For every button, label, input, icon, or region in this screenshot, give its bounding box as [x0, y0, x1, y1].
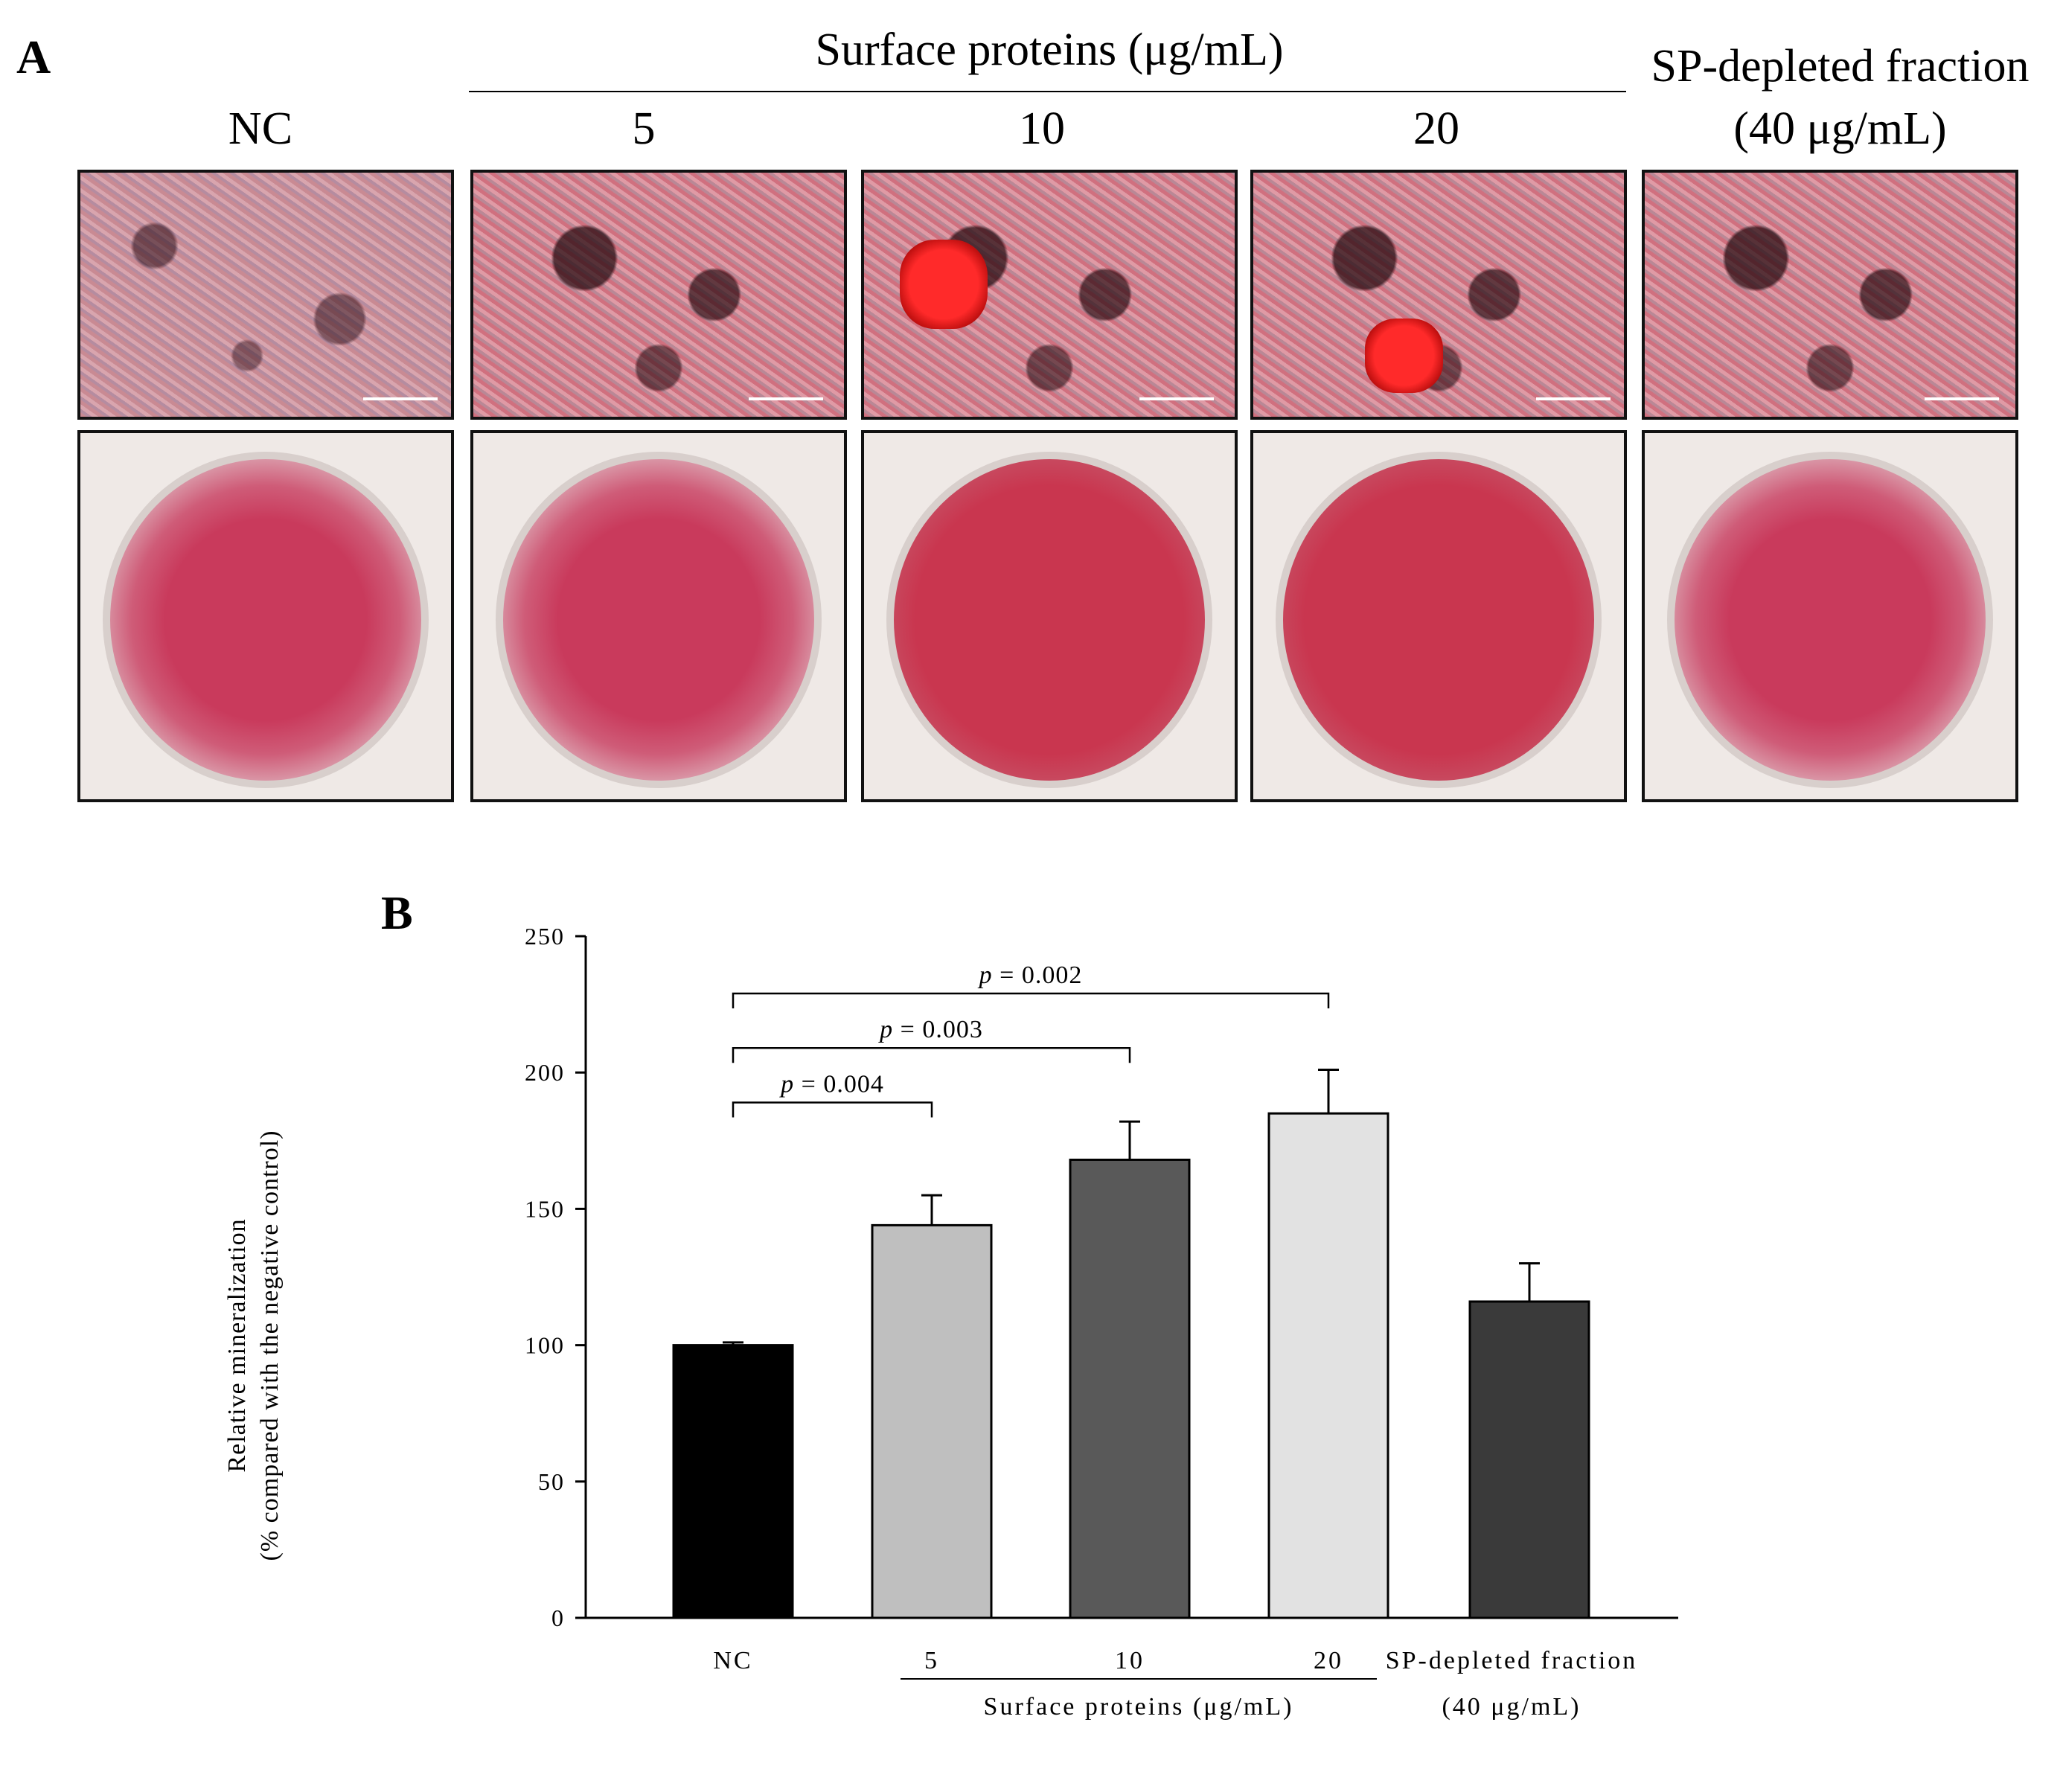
y-tick-label: 100 — [525, 1332, 565, 1359]
well-photo-nc — [77, 430, 454, 802]
bar-nc — [672, 1344, 794, 1619]
mineral-nodule — [900, 240, 988, 329]
panel-a-label: A — [16, 31, 51, 83]
significance-bracket — [732, 992, 1330, 1008]
micrograph-10 — [861, 170, 1238, 420]
x-label-sp-depleted: SP-depleted fraction — [1385, 1647, 1638, 1674]
scale-bar — [1925, 397, 1999, 400]
y-tick-label: 250 — [525, 923, 565, 950]
scale-bar — [1536, 397, 1611, 400]
micrograph-sp-depleted — [1642, 170, 2018, 420]
micrograph-nc — [77, 170, 454, 420]
x-label-nc: NC — [713, 1647, 753, 1674]
column-label-5: 5 — [632, 103, 656, 154]
bar-20 — [1267, 1112, 1389, 1619]
scale-bar — [363, 397, 438, 400]
bar-chart: 0 50 100 150 200 250 p = 0.004 p = 0.003 p = 0.0… — [525, 923, 1678, 1631]
y-tick-label: 200 — [525, 1059, 565, 1086]
surface-proteins-group-rule — [901, 1678, 1377, 1680]
stained-well — [495, 451, 822, 789]
sp-depleted-header-line2: (40 μg/mL) — [1733, 103, 1947, 154]
well-photo-10 — [861, 430, 1238, 802]
significance-bracket — [732, 1046, 1131, 1063]
x-label-10: 10 — [1115, 1647, 1145, 1674]
p-value-label: p = 0.002 — [978, 961, 1083, 989]
p-value-label: p = 0.004 — [779, 1071, 884, 1098]
well-photo-20 — [1250, 430, 1627, 802]
y-tick-label: 150 — [525, 1195, 565, 1222]
mineral-nodule — [1365, 319, 1443, 393]
well-photo-5 — [470, 430, 847, 802]
x-group-label-surface-proteins: Surface proteins (μg/mL) — [983, 1693, 1294, 1721]
surface-proteins-rule — [469, 91, 1626, 92]
stained-well — [886, 451, 1213, 789]
x-label-20: 20 — [1314, 1647, 1343, 1674]
sp-depleted-header-line1: SP-depleted fraction — [1651, 41, 2030, 92]
micrograph-20 — [1250, 170, 1627, 420]
column-label-nc: NC — [228, 103, 293, 154]
well-photo-sp-depleted — [1642, 430, 2018, 802]
x-label-5: 5 — [924, 1647, 939, 1674]
column-label-10: 10 — [1019, 103, 1065, 154]
column-label-20: 20 — [1413, 103, 1459, 154]
stained-well — [1666, 451, 1994, 789]
significance-bracket — [732, 1101, 933, 1118]
bar-5 — [871, 1223, 993, 1619]
p-value-label: p = 0.003 — [878, 1016, 983, 1043]
stained-well — [1275, 451, 1602, 789]
scale-bar — [749, 397, 823, 400]
y-tick-label: 0 — [551, 1604, 565, 1631]
stained-well — [102, 451, 429, 789]
panel-b-label: B — [381, 886, 413, 939]
micrograph-5 — [470, 170, 847, 420]
bar-10 — [1069, 1158, 1191, 1619]
scale-bar — [1139, 397, 1214, 400]
bar-sp-depleted-fraction — [1468, 1300, 1590, 1619]
y-tick-label: 50 — [538, 1468, 565, 1495]
x-sublabel-sp-depleted: (40 μg/mL) — [1442, 1693, 1581, 1721]
surface-proteins-header: Surface proteins (μg/mL) — [815, 25, 1284, 75]
